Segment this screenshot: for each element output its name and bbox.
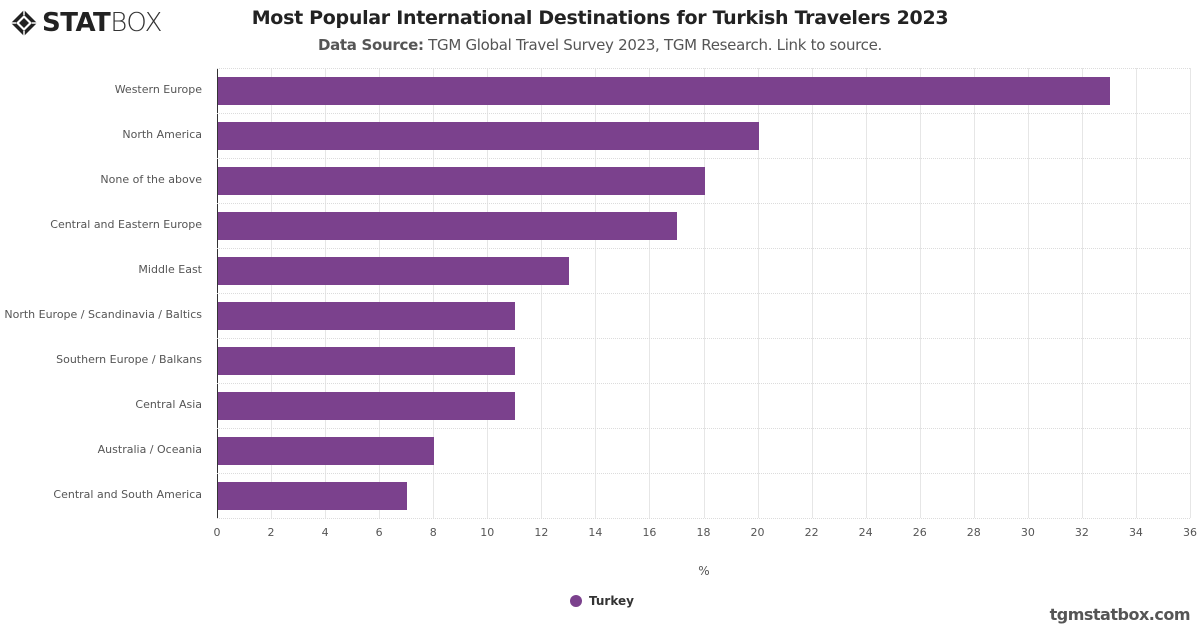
category-label: Western Europe (114, 83, 202, 96)
x-tick-label: 0 (213, 526, 221, 539)
x-tick-label: 14 (588, 526, 603, 539)
category-label: Southern Europe / Balkans (56, 353, 202, 366)
legend-dot-icon (570, 595, 582, 607)
x-tick-label: 6 (375, 526, 383, 539)
y-gridline (217, 68, 1190, 69)
bar[interactable] (218, 257, 569, 285)
x-tick-label: 18 (696, 526, 711, 539)
category-label: Middle East (138, 263, 202, 276)
x-tick-label: 12 (534, 526, 549, 539)
x-axis-title: % (698, 564, 710, 578)
x-gridline (1190, 68, 1191, 518)
y-gridline (217, 428, 1190, 429)
source-link[interactable]: TGM Global Travel Survey 2023, TGM Resea… (423, 36, 883, 54)
x-tick-label: 34 (1128, 526, 1143, 539)
category-label: North America (122, 128, 202, 141)
x-tick-label: 32 (1074, 526, 1089, 539)
bar[interactable] (218, 347, 515, 375)
chart-title: Most Popular International Destinations … (251, 7, 949, 29)
category-label: Central Asia (135, 398, 202, 411)
statbox-logo[interactable]: STATBOX (10, 8, 162, 38)
bar[interactable] (218, 122, 759, 150)
x-tick-label: 8 (429, 526, 437, 539)
x-tick-label: 36 (1183, 526, 1197, 539)
y-gridline (217, 113, 1190, 114)
x-tick-label: 2 (267, 526, 275, 539)
legend-item-turkey[interactable]: Turkey (570, 594, 634, 608)
x-tick-label: 24 (858, 526, 873, 539)
bar[interactable] (218, 437, 434, 465)
category-label: None of the above (100, 173, 202, 186)
source-label: Data Source: (317, 36, 424, 54)
category-label: Central and Eastern Europe (50, 218, 202, 231)
category-label: Central and South America (53, 488, 202, 501)
bar[interactable] (218, 212, 677, 240)
category-label: North Europe / Scandinavia / Baltics (4, 308, 202, 321)
x-tick-label: 4 (321, 526, 329, 539)
y-gridline (217, 338, 1190, 339)
x-tick-label: 20 (750, 526, 765, 539)
bar[interactable] (218, 482, 407, 510)
logo-text: STATBOX (42, 8, 162, 38)
x-tick-label: 16 (642, 526, 657, 539)
plot-area (217, 68, 1191, 519)
bar[interactable] (218, 302, 515, 330)
y-gridline (217, 203, 1190, 204)
y-gridline (217, 473, 1190, 474)
y-gridline (217, 518, 1190, 519)
chart-subtitle[interactable]: Data Source: TGM Global Travel Survey 20… (200, 36, 1000, 54)
x-tick-label: 26 (912, 526, 927, 539)
bar[interactable] (218, 167, 705, 195)
statbox-diamond-icon (11, 10, 37, 36)
bar[interactable] (218, 392, 515, 420)
x-tick-label: 10 (480, 526, 495, 539)
x-tick-label: 30 (1020, 526, 1035, 539)
y-gridline (217, 383, 1190, 384)
x-tick-label: 28 (966, 526, 981, 539)
watermark: tgmstatbox.com (1049, 605, 1191, 624)
y-gridline (217, 293, 1190, 294)
category-label: Australia / Oceania (97, 443, 202, 456)
y-gridline (217, 158, 1190, 159)
legend-label: Turkey (589, 594, 634, 608)
x-tick-label: 22 (804, 526, 819, 539)
bar[interactable] (218, 77, 1110, 105)
y-gridline (217, 248, 1190, 249)
